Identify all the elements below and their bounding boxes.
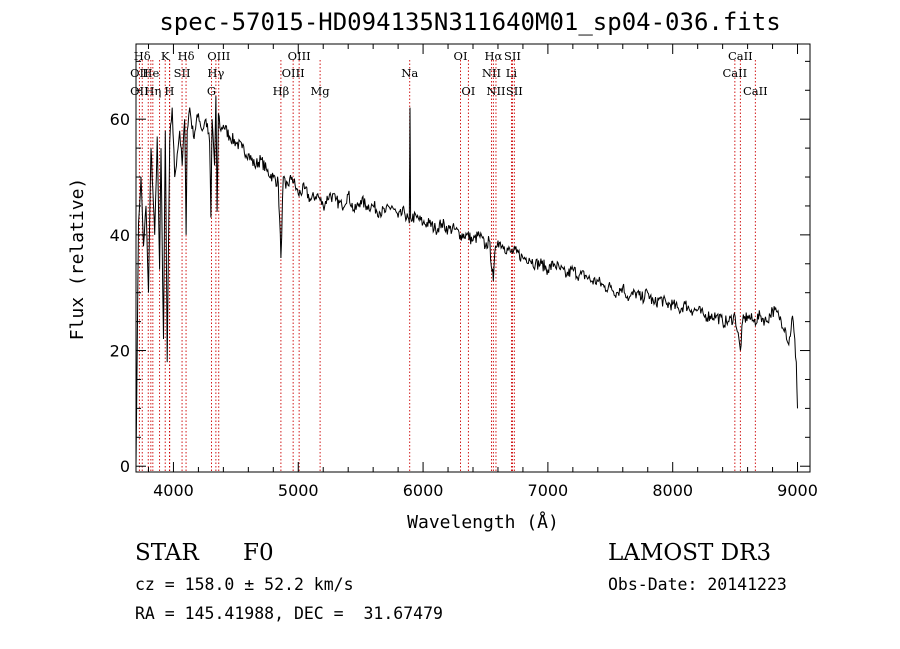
- spectrum-line: [135, 96, 798, 467]
- x-tick-label: 9000: [777, 481, 818, 500]
- y-tick-label: 0: [120, 457, 130, 476]
- y-tick-label: 20: [110, 342, 130, 361]
- y-tick-label: 60: [110, 110, 130, 129]
- line-label: K: [161, 49, 170, 63]
- y-axis-label: Flux (relative): [67, 178, 88, 341]
- line-label: Hη: [144, 84, 161, 98]
- spectrum-series: [135, 96, 798, 467]
- line-label: Hβ: [273, 84, 290, 98]
- line-label: OI: [454, 49, 468, 63]
- line-label: H: [164, 84, 174, 98]
- sky-coordinates: RA = 145.41988, DEC = 31.67479: [135, 604, 443, 623]
- line-label: CaII: [728, 49, 753, 63]
- line-label: CaII: [743, 84, 768, 98]
- line-label: CaII: [722, 66, 747, 80]
- line-label: OIII: [282, 66, 305, 80]
- line-label: SII: [174, 66, 191, 80]
- line-label: OII: [130, 66, 149, 80]
- line-label: SII: [506, 84, 523, 98]
- line-label: NII: [482, 66, 501, 80]
- redshift-value: cz = 158.0 ± 52.2 km/s: [135, 575, 354, 594]
- object-class: STAR: [135, 540, 199, 566]
- object-subclass: F0: [243, 540, 274, 566]
- line-label: G: [207, 84, 216, 98]
- chart-title: spec-57015-HD094135N311640M01_sp04-036.f…: [159, 8, 781, 36]
- line-label: NII: [486, 84, 505, 98]
- x-axis-label: Wavelength (Å): [407, 511, 559, 533]
- line-label: OIII: [207, 49, 230, 63]
- line-label: OII: [130, 84, 149, 98]
- x-tick-label: 4000: [153, 481, 194, 500]
- line-label: OI: [461, 84, 475, 98]
- x-tick-label: 7000: [528, 481, 569, 500]
- x-tick-label: 5000: [278, 481, 319, 500]
- line-label: He: [142, 66, 159, 80]
- line-label: Hδ: [178, 49, 195, 63]
- line-label: SII: [504, 49, 521, 63]
- line-label: OIII: [288, 49, 311, 63]
- survey-name: LAMOST DR3: [608, 540, 772, 566]
- line-label: Li: [506, 66, 518, 80]
- line-label: Na: [401, 66, 418, 80]
- y-tick-label: 40: [110, 226, 130, 245]
- x-tick-label: 6000: [403, 481, 444, 500]
- plot-frame: [135, 43, 811, 473]
- line-label: Hα: [484, 49, 502, 63]
- line-label: Hδ: [134, 49, 151, 63]
- line-label: Hγ: [207, 66, 224, 80]
- observation-date: Obs-Date: 20141223: [608, 575, 787, 594]
- axis-ticks: 4000 5000 6000 7000 8000 9000 0 20 40 60: [110, 44, 818, 500]
- x-tick-label: 8000: [652, 481, 693, 500]
- line-label: Mg: [311, 84, 331, 98]
- emission-line-markers: [138, 60, 756, 472]
